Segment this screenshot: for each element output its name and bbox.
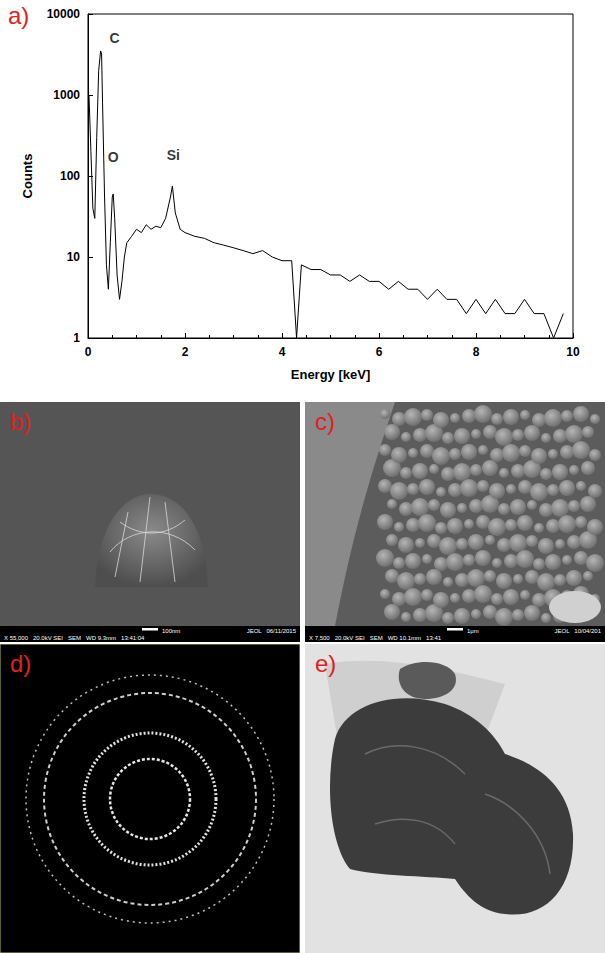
- svg-text:0: 0: [85, 345, 92, 359]
- svg-text:X 55,000 20.0kV SEI SEM: X 55,000 20.0kV SEI SEM WD 9.3mm 13:41:0…: [4, 635, 145, 641]
- svg-text:Si: Si: [167, 147, 180, 163]
- svg-text:100nm: 100nm: [162, 628, 180, 634]
- svg-text:Counts: Counts: [20, 154, 35, 199]
- svg-text:4: 4: [279, 345, 286, 359]
- svg-text:8: 8: [473, 345, 480, 359]
- svg-text:b): b): [10, 408, 31, 435]
- svg-text:6: 6: [376, 345, 383, 359]
- svg-text:e): e): [315, 650, 336, 677]
- svg-text:10000: 10000: [47, 7, 81, 21]
- svg-text:1000: 1000: [53, 88, 80, 102]
- svg-text:JEOL 06/11/2015: JEOL 06/11/2015: [247, 628, 297, 634]
- svg-text:X 7,500 20.0kV SEI SEM W: X 7,500 20.0kV SEI SEM WD 10.1mm 13:41: [309, 635, 442, 641]
- svg-text:c): c): [315, 408, 335, 435]
- svg-text:10: 10: [566, 345, 580, 359]
- svg-text:10: 10: [67, 250, 81, 264]
- svg-text:C: C: [110, 30, 120, 46]
- svg-text:1: 1: [73, 331, 80, 345]
- html-text:a): a): [8, 2, 30, 29]
- svg-text:O: O: [108, 149, 119, 165]
- svg-text:d): d): [10, 650, 31, 677]
- svg-text:Energy [keV]: Energy [keV]: [291, 367, 370, 382]
- svg-text:2: 2: [182, 345, 189, 359]
- svg-text:1μm: 1μm: [467, 628, 479, 634]
- svg-text:JEOL 10/04/201: JEOL 10/04/201: [555, 628, 602, 634]
- svg-text:100: 100: [60, 169, 80, 183]
